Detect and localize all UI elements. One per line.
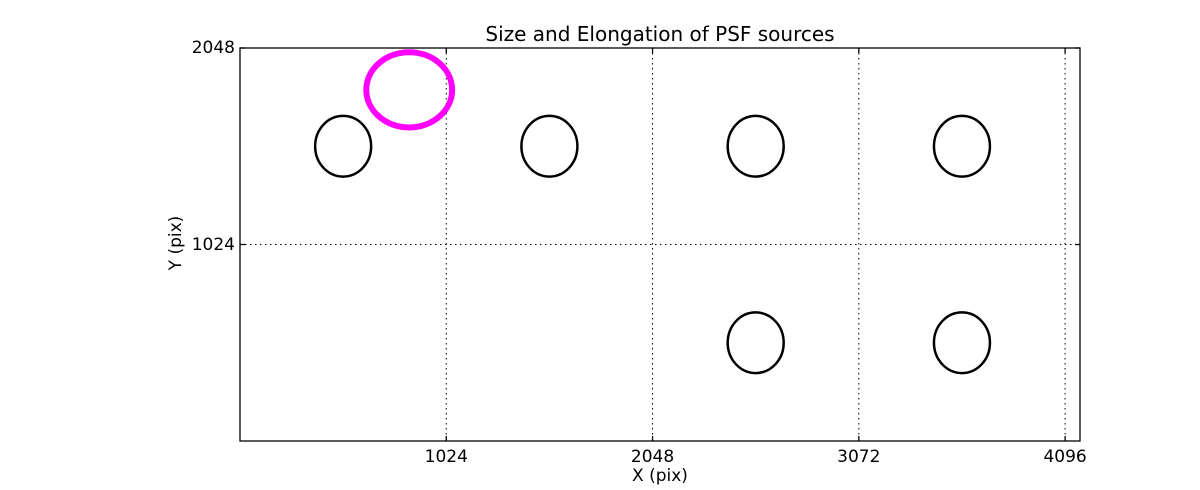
y-tick-label: 2048 <box>191 38 235 58</box>
x-tick-label: 1024 <box>424 447 468 467</box>
psf-source-ellipse <box>520 114 579 178</box>
chart-title: Size and Elongation of PSF sources <box>485 22 835 46</box>
y-tick-label: 1024 <box>191 234 235 255</box>
highlighted-source-ellipse <box>363 49 456 131</box>
psf-source-ellipse <box>726 114 785 178</box>
axes-frame <box>239 47 1081 442</box>
x-tick-label: 4096 <box>1043 447 1087 467</box>
psf-source-ellipse <box>313 114 373 178</box>
psf-source-ellipse <box>726 311 785 375</box>
x-tick-label: 3072 <box>837 447 881 467</box>
psf-source-ellipse <box>932 311 992 375</box>
x-axis-label: X (pix) <box>632 466 688 486</box>
x-tick-label: 2048 <box>630 447 675 467</box>
psf-source-ellipse <box>932 114 992 178</box>
y-axis-label: Y (pix) <box>166 215 186 271</box>
